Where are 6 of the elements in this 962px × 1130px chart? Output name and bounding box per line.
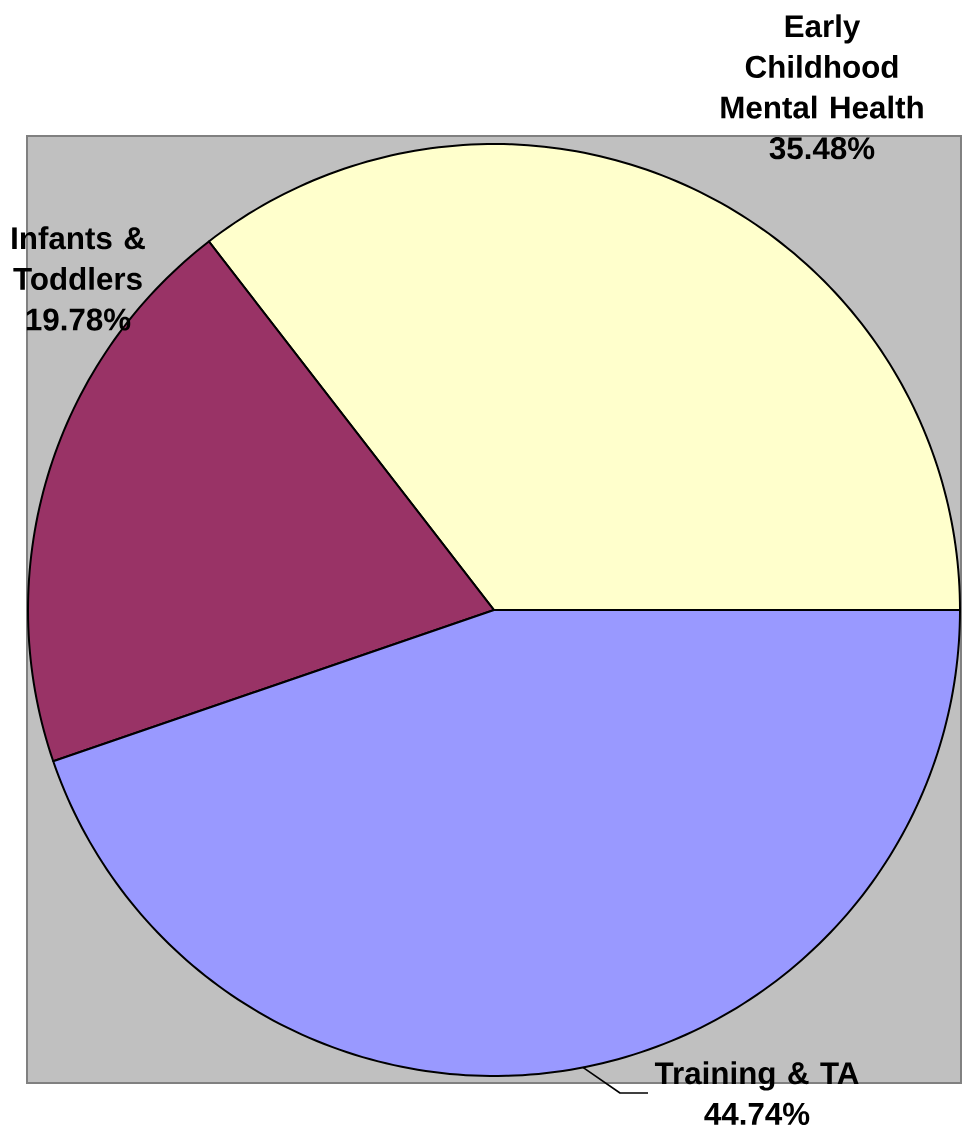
slice-label: Early Childhood Mental Health <box>721 14 923 119</box>
slice-label: Infants & Toddlers <box>12 226 145 290</box>
slice-label: Training & TA <box>654 1061 859 1091</box>
data-label: 19.78% <box>26 308 131 331</box>
data-label: 35.48% <box>769 137 875 160</box>
data-label: 44.74% <box>704 1102 810 1125</box>
